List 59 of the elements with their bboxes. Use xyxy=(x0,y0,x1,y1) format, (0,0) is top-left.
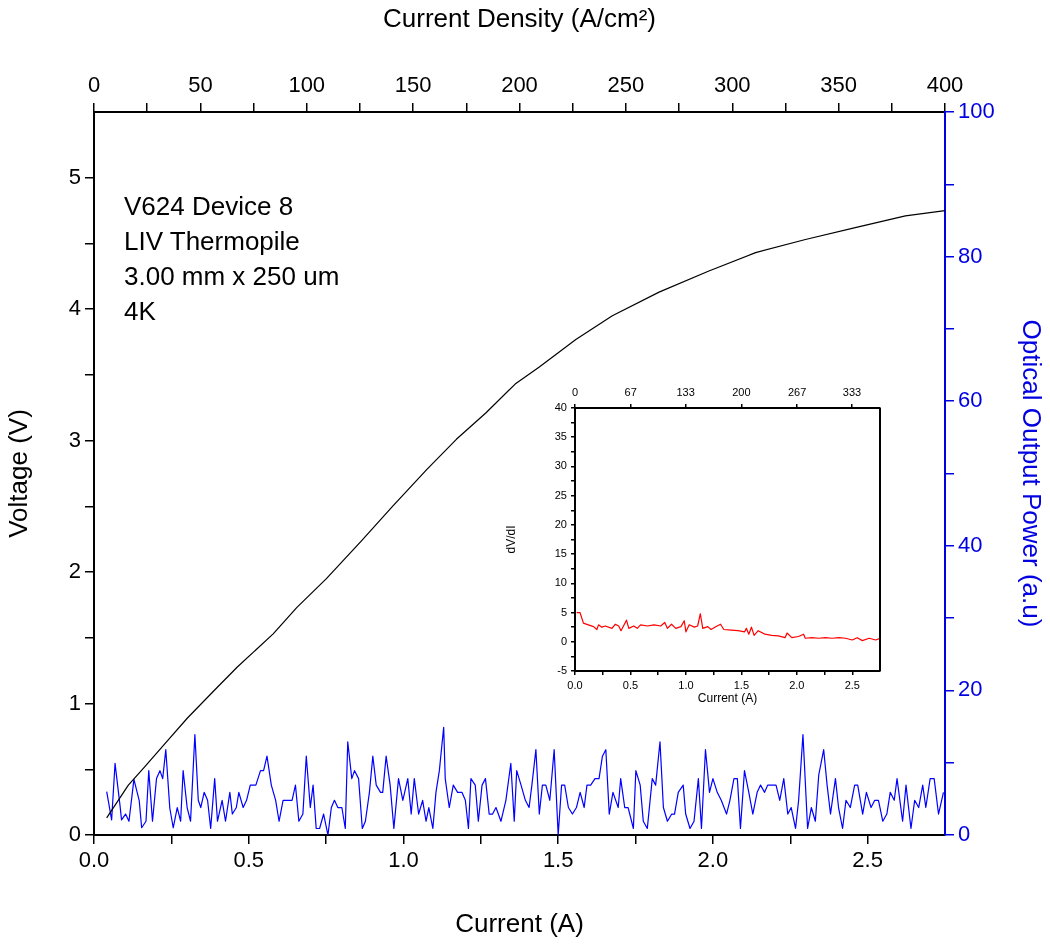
x-tick-label: 1.0 xyxy=(388,847,419,873)
y-tick-label: 4 xyxy=(68,295,81,321)
x-tick-label: 1.0 xyxy=(678,678,694,691)
y2-tick-label: 0 xyxy=(958,821,971,847)
annotation: LIV Thermopile xyxy=(124,226,300,257)
x-axis-title: Current (A) xyxy=(697,691,758,706)
y-tick-label: 2 xyxy=(68,558,81,584)
x-tick-label: 1.5 xyxy=(733,678,750,691)
x-tick-label: 1.5 xyxy=(542,847,574,873)
x2-tick-label: 100 xyxy=(288,71,326,97)
x-axis-title: Current (A) xyxy=(455,907,584,938)
y-tick-label: 1 xyxy=(68,689,81,715)
y-tick-label: 15 xyxy=(554,547,567,560)
y2-tick-label: 40 xyxy=(958,531,983,557)
x2-tick-label: 200 xyxy=(501,71,538,97)
y-tick-label: 5 xyxy=(560,605,567,618)
y-tick-label: 10 xyxy=(554,576,567,589)
x2-tick-label: 150 xyxy=(394,71,432,97)
y-tick-label: 40 xyxy=(554,401,567,414)
x2-tick-label: 250 xyxy=(607,71,645,97)
y-tick-label: 5 xyxy=(68,163,81,189)
x2-tick-label: 333 xyxy=(842,386,862,399)
x-tick-label: 0.0 xyxy=(78,847,110,873)
x2-tick-label: 0 xyxy=(87,71,101,97)
x-tick-label: 2.5 xyxy=(852,847,883,873)
y2-tick-label: 20 xyxy=(958,676,983,702)
x2-tick-label: 200 xyxy=(732,386,751,399)
x-tick-label: 2.0 xyxy=(697,847,729,873)
x-tick-label: 0.0 xyxy=(567,678,583,691)
x2-tick-label: 133 xyxy=(676,386,695,399)
annotation: 3.00 mm x 250 um xyxy=(124,261,340,292)
y-tick-label: 0 xyxy=(68,821,81,847)
annotation: 4K xyxy=(124,296,157,327)
y-tick-label: 25 xyxy=(554,488,567,501)
x2-tick-label: 267 xyxy=(787,386,807,399)
x-tick-label: 2.0 xyxy=(789,678,805,691)
x2-tick-label: 0 xyxy=(571,386,579,399)
y2-axis-title: Optical Output Power (a.u) xyxy=(1017,319,1048,628)
x2-axis-title: Current Density (A/cm²) xyxy=(382,2,657,33)
x-tick-label: 0.5 xyxy=(622,678,639,691)
x-tick-label: 2.5 xyxy=(844,678,860,691)
x2-tick-label: 50 xyxy=(188,71,213,97)
x2-tick-label: 400 xyxy=(926,71,964,97)
x2-tick-label: 67 xyxy=(624,386,637,399)
y-tick-label: -5 xyxy=(557,664,567,677)
y-axis-title: Voltage (V) xyxy=(2,409,33,538)
x2-tick-label: 300 xyxy=(713,71,751,97)
y-tick-label: 3 xyxy=(68,426,81,452)
y2-tick-label: 60 xyxy=(958,387,983,413)
y-tick-label: 30 xyxy=(554,459,567,472)
y-tick-label: 35 xyxy=(554,430,567,443)
x-tick-label: 0.5 xyxy=(233,847,265,873)
y2-tick-label: 80 xyxy=(958,242,983,268)
annotation: V624 Device 8 xyxy=(124,191,294,222)
y-tick-label: 0 xyxy=(560,634,567,647)
y-axis-title: dV/dI xyxy=(503,525,518,554)
y-tick-label: 20 xyxy=(554,517,567,530)
x2-tick-label: 350 xyxy=(820,71,857,97)
y2-tick-label: 100 xyxy=(958,98,995,124)
